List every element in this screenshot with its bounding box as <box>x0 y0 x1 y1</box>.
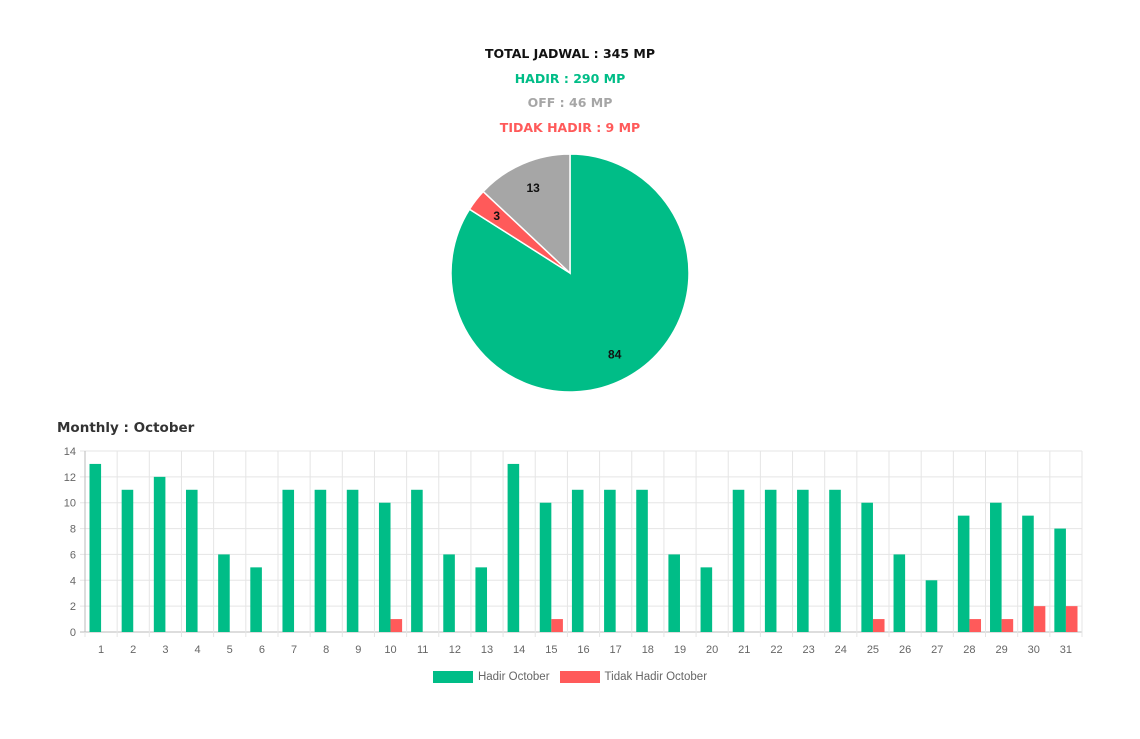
legend-item-hadir[interactable]: Hadir October <box>432 671 550 683</box>
attendance-pie-chart: 84 3 13 <box>450 153 690 393</box>
y-tick-label-7: 14 <box>64 446 76 458</box>
bar-tidak-hadir-25[interactable] <box>872 619 885 632</box>
x-tick-label-2: 2 <box>130 644 136 656</box>
bar-hadir-25[interactable] <box>861 502 873 632</box>
bar-hadir-9[interactable] <box>346 489 359 632</box>
x-tick-label-30: 30 <box>1028 644 1040 656</box>
off-label: OFF : 46 MP <box>527 95 613 110</box>
x-tick-label-11: 11 <box>417 644 428 656</box>
x-tick-label-7: 7 <box>291 644 297 656</box>
bar-hadir-3[interactable] <box>153 476 166 632</box>
bar-hadir-18[interactable] <box>636 489 648 632</box>
bar-hadir-10[interactable] <box>378 502 391 632</box>
bar-tidak-hadir-31[interactable] <box>1065 606 1078 632</box>
x-tick-label-25: 25 <box>867 644 879 656</box>
bar-hadir-23[interactable] <box>797 489 809 632</box>
monthly-title: Monthly : October <box>57 420 195 436</box>
y-tick-label-6: 12 <box>64 472 76 484</box>
bar-hadir-11[interactable] <box>411 489 423 632</box>
bar-hadir-2[interactable] <box>121 489 134 632</box>
x-tick-label-23: 23 <box>803 644 815 656</box>
bar-tidak-hadir-30[interactable] <box>1033 606 1046 632</box>
bar-tidak-hadir-29[interactable] <box>1001 619 1014 632</box>
hadir-label: HADIR : 290 MP <box>514 71 626 86</box>
x-tick-label-14: 14 <box>513 644 525 656</box>
x-tick-label-3: 3 <box>162 644 168 656</box>
x-tick-label-21: 21 <box>738 644 750 656</box>
x-tick-label-18: 18 <box>642 644 654 656</box>
bar-hadir-30[interactable] <box>1022 515 1034 632</box>
x-tick-label-16: 16 <box>577 644 589 656</box>
x-tick-label-24: 24 <box>835 644 847 656</box>
bar-hadir-5[interactable] <box>218 554 230 632</box>
bar-hadir-12[interactable] <box>443 554 455 632</box>
bar-hadir-14[interactable] <box>507 463 520 632</box>
x-tick-label-28: 28 <box>963 644 975 656</box>
bar-hadir-1[interactable] <box>89 463 102 632</box>
y-tick-label-1: 2 <box>70 601 76 613</box>
bar-tidak-hadir-28[interactable] <box>969 619 982 632</box>
x-tick-label-17: 17 <box>610 644 622 656</box>
bar-hadir-7[interactable] <box>282 489 295 632</box>
bar-hadir-19[interactable] <box>668 554 680 632</box>
bar-hadir-16[interactable] <box>571 489 584 632</box>
bar-hadir-27[interactable] <box>925 580 938 632</box>
legend-swatch-hadir <box>432 671 473 683</box>
x-tick-label-10: 10 <box>384 644 396 656</box>
x-tick-label-29: 29 <box>995 644 1007 656</box>
y-tick-label-0: 0 <box>70 627 76 639</box>
bar-hadir-6[interactable] <box>250 567 262 632</box>
bar-hadir-15[interactable] <box>539 502 552 632</box>
pie-slice-2[interactable] <box>482 153 571 275</box>
x-tick-label-5: 5 <box>227 644 233 656</box>
bar-legend: Hadir October Tidak Hadir October <box>0 671 1140 683</box>
legend-label-tidak-hadir: Tidak Hadir October <box>604 671 708 683</box>
x-tick-label-13: 13 <box>481 644 493 656</box>
x-tick-label-1: 1 <box>98 644 104 656</box>
pie-label-1: 3 <box>493 209 500 223</box>
x-tick-label-12: 12 <box>449 644 461 656</box>
legend-label-hadir: Hadir October <box>477 671 550 683</box>
y-tick-label-5: 10 <box>64 498 76 510</box>
total-jadwal-label: TOTAL JADWAL : 345 MP <box>484 46 655 61</box>
pie-label-0: 84 <box>608 347 622 361</box>
x-tick-label-31: 31 <box>1060 644 1072 656</box>
bar-hadir-17[interactable] <box>604 489 616 632</box>
x-tick-label-26: 26 <box>899 644 911 656</box>
bar-hadir-22[interactable] <box>764 489 777 632</box>
legend-swatch-tidak-hadir <box>559 671 600 683</box>
bar-tidak-hadir-15[interactable] <box>551 619 563 632</box>
bar-hadir-26[interactable] <box>893 554 906 632</box>
bar-hadir-13[interactable] <box>475 567 488 632</box>
bar-hadir-28[interactable] <box>957 515 970 632</box>
bar-tidak-hadir-10[interactable] <box>390 619 403 632</box>
legend-item-tidak-hadir[interactable]: Tidak Hadir October <box>559 671 708 683</box>
y-tick-label-2: 4 <box>70 575 76 587</box>
tidak-hadir-label: TIDAK HADIR : 9 MP <box>499 120 641 135</box>
bar-hadir-31[interactable] <box>1054 528 1066 632</box>
pie-label-2: 13 <box>526 181 540 195</box>
x-tick-label-19: 19 <box>674 644 686 656</box>
x-tick-label-8: 8 <box>323 644 329 656</box>
bar-hadir-4[interactable] <box>185 489 198 632</box>
bar-hadir-24[interactable] <box>829 489 841 632</box>
bar-hadir-21[interactable] <box>732 489 745 632</box>
x-tick-label-15: 15 <box>545 644 557 656</box>
bar-hadir-8[interactable] <box>314 489 327 632</box>
x-tick-label-6: 6 <box>259 644 265 656</box>
x-tick-label-20: 20 <box>706 644 718 656</box>
y-tick-label-4: 8 <box>70 524 76 536</box>
bar-hadir-29[interactable] <box>990 502 1002 632</box>
y-tick-label-3: 6 <box>70 549 76 561</box>
x-tick-label-4: 4 <box>195 644 201 656</box>
x-tick-label-22: 22 <box>770 644 782 656</box>
bar-hadir-20[interactable] <box>700 567 713 632</box>
x-tick-label-27: 27 <box>931 644 943 656</box>
x-tick-label-9: 9 <box>355 644 361 656</box>
